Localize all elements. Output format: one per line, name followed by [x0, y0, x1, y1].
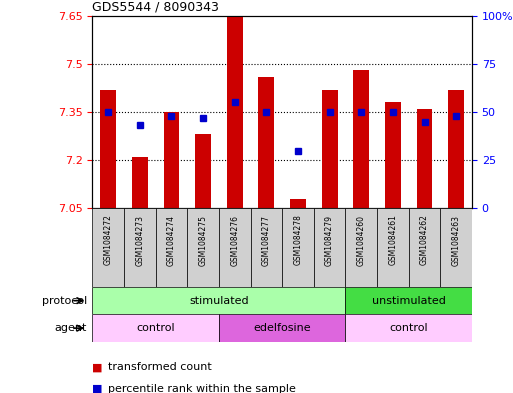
- Bar: [219, 208, 250, 287]
- Text: percentile rank within the sample: percentile rank within the sample: [108, 384, 295, 393]
- Bar: [155, 208, 187, 287]
- Text: GSM1084277: GSM1084277: [262, 215, 271, 266]
- Bar: [100, 90, 116, 208]
- Bar: [187, 208, 219, 287]
- Bar: [250, 208, 282, 287]
- Text: GSM1084260: GSM1084260: [357, 215, 366, 266]
- Bar: [345, 208, 377, 287]
- Bar: [92, 287, 345, 314]
- Bar: [164, 112, 180, 208]
- Bar: [92, 208, 124, 287]
- Bar: [195, 134, 211, 208]
- Text: stimulated: stimulated: [189, 296, 249, 306]
- Bar: [353, 70, 369, 208]
- Bar: [345, 287, 472, 314]
- Bar: [440, 208, 472, 287]
- Text: GSM1084274: GSM1084274: [167, 215, 176, 266]
- Bar: [377, 208, 409, 287]
- Text: protocol: protocol: [42, 296, 87, 306]
- Text: GSM1084279: GSM1084279: [325, 215, 334, 266]
- Text: control: control: [136, 323, 175, 333]
- Text: GSM1084278: GSM1084278: [293, 215, 303, 265]
- Bar: [219, 314, 345, 342]
- Bar: [282, 208, 314, 287]
- Text: edelfosine: edelfosine: [253, 323, 311, 333]
- Text: GSM1084261: GSM1084261: [388, 215, 398, 265]
- Text: GDS5544 / 8090343: GDS5544 / 8090343: [92, 0, 219, 13]
- Bar: [322, 90, 338, 208]
- Bar: [314, 208, 345, 287]
- Bar: [124, 208, 155, 287]
- Bar: [409, 208, 440, 287]
- Text: ■: ■: [92, 384, 103, 393]
- Bar: [259, 77, 274, 208]
- Text: GSM1084262: GSM1084262: [420, 215, 429, 265]
- Text: GSM1084273: GSM1084273: [135, 215, 144, 266]
- Text: ■: ■: [92, 362, 103, 373]
- Text: GSM1084275: GSM1084275: [199, 215, 208, 266]
- Bar: [132, 157, 148, 208]
- Text: agent: agent: [55, 323, 87, 333]
- Text: transformed count: transformed count: [108, 362, 211, 373]
- Text: control: control: [389, 323, 428, 333]
- Bar: [448, 90, 464, 208]
- Text: GSM1084263: GSM1084263: [451, 215, 461, 266]
- Text: unstimulated: unstimulated: [372, 296, 446, 306]
- Bar: [417, 109, 432, 208]
- Bar: [227, 16, 243, 208]
- Bar: [345, 314, 472, 342]
- Bar: [385, 103, 401, 208]
- Bar: [92, 314, 219, 342]
- Bar: [290, 198, 306, 208]
- Text: GSM1084276: GSM1084276: [230, 215, 239, 266]
- Text: GSM1084272: GSM1084272: [104, 215, 113, 265]
